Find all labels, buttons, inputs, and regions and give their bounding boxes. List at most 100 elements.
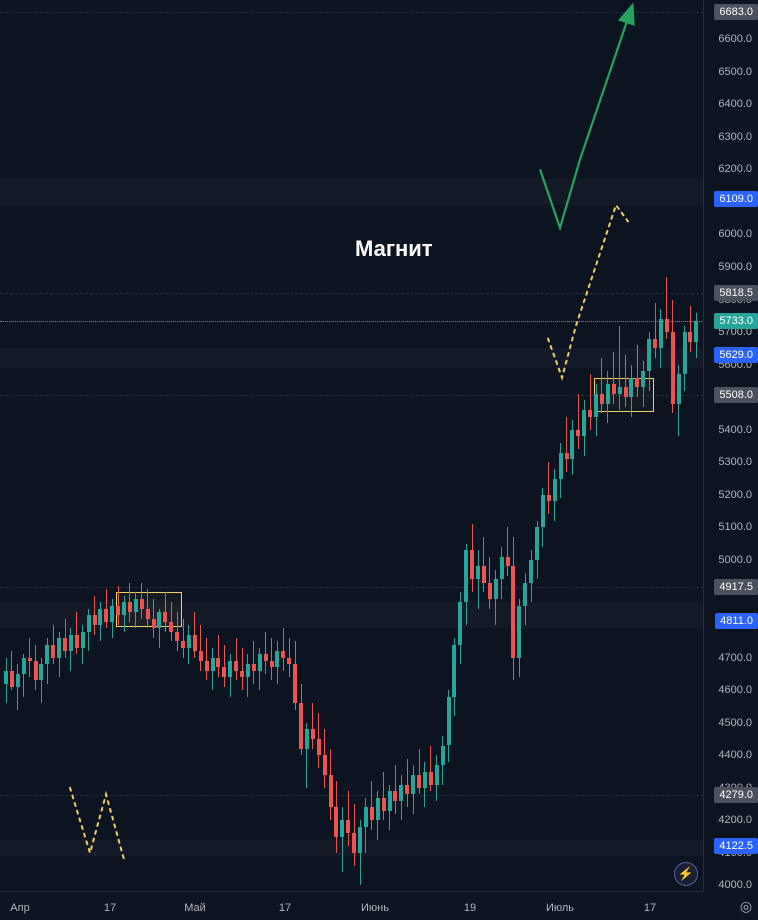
- candle-body: [187, 635, 191, 648]
- candle-body: [494, 579, 498, 599]
- candle-body: [205, 661, 209, 671]
- y-tick: 6600.0: [718, 33, 752, 45]
- candle-body: [482, 566, 486, 582]
- candle-body: [334, 807, 338, 836]
- y-tick: 6400.0: [718, 98, 752, 110]
- candle-body: [252, 664, 256, 671]
- candle-body: [665, 319, 669, 332]
- candle-body: [240, 671, 244, 678]
- candle-body: [635, 378, 639, 388]
- candle-body: [293, 664, 297, 703]
- chart-root: 4000.04100.04200.04300.04400.04500.04600…: [0, 0, 758, 920]
- candle-body: [488, 583, 492, 599]
- candle-body: [222, 667, 226, 677]
- candle-body: [305, 729, 309, 749]
- candle-body: [570, 430, 574, 459]
- candle-wick: [548, 462, 549, 514]
- candle-body: [45, 645, 49, 665]
- candle-body: [98, 609, 102, 625]
- candle-wick: [206, 638, 207, 680]
- candle-body: [370, 807, 374, 820]
- candle-wick: [348, 791, 349, 846]
- candle-wick: [655, 303, 656, 358]
- candle-body: [152, 619, 156, 629]
- candle-wick: [395, 765, 396, 814]
- candle-body: [193, 635, 197, 651]
- candle-body: [352, 833, 356, 853]
- candle-body: [547, 495, 551, 502]
- candle-wick: [200, 625, 201, 671]
- x-tick: Апр: [10, 902, 29, 914]
- candle-wick: [253, 641, 254, 683]
- goto-end-button[interactable]: ◎: [736, 896, 756, 916]
- candle-body: [323, 755, 327, 775]
- candle-body: [393, 791, 397, 801]
- candle-body: [81, 632, 85, 648]
- candle-body: [612, 384, 616, 394]
- price-label: 5508.0: [714, 387, 758, 403]
- candle-body: [317, 739, 321, 755]
- candle-body: [4, 671, 8, 684]
- candle-body: [535, 527, 539, 560]
- candle-body: [311, 729, 315, 739]
- candle-wick: [271, 638, 272, 680]
- candle-wick: [283, 628, 284, 670]
- candle-body: [511, 566, 515, 657]
- candle-body: [228, 661, 232, 677]
- candle-body: [388, 791, 392, 811]
- x-tick: Май: [184, 902, 206, 914]
- candle-body: [146, 609, 150, 619]
- candle-body: [417, 775, 421, 788]
- candle-wick: [407, 759, 408, 808]
- candle-wick: [590, 374, 591, 429]
- price-label: 6683.0: [714, 4, 758, 20]
- candle-body: [157, 612, 161, 628]
- candle-wick: [265, 632, 266, 674]
- y-tick: 4000.0: [718, 879, 752, 891]
- candle-body: [340, 820, 344, 836]
- candle-body: [441, 746, 445, 766]
- candle-wick: [690, 306, 691, 352]
- candle-body: [246, 664, 250, 677]
- candle-body: [258, 654, 262, 670]
- candle-body: [452, 645, 456, 697]
- y-tick: 4200.0: [718, 814, 752, 826]
- candle-wick: [578, 394, 579, 449]
- candle-body: [382, 798, 386, 811]
- x-axis[interactable]: Апр17Май17Июнь19Июль17: [0, 891, 704, 920]
- y-tick: 6200.0: [718, 163, 752, 175]
- y-tick: 6500.0: [718, 66, 752, 78]
- y-tick: 5100.0: [718, 521, 752, 533]
- candle-body: [435, 765, 439, 785]
- plot-area[interactable]: [0, 0, 704, 892]
- candle-body: [93, 615, 97, 625]
- candle-wick: [17, 664, 18, 710]
- chart-title: Магнит: [355, 236, 433, 262]
- candle-body: [281, 651, 285, 658]
- candle-wick: [76, 612, 77, 654]
- candle-body: [199, 651, 203, 661]
- candle-body: [671, 332, 675, 404]
- candle-wick: [566, 417, 567, 472]
- y-tick: 4500.0: [718, 717, 752, 729]
- candle-body: [641, 371, 645, 387]
- flash-button[interactable]: ⚡: [674, 862, 698, 886]
- candle-body: [34, 661, 38, 681]
- candle-body: [122, 602, 126, 615]
- x-tick: 17: [104, 902, 116, 914]
- candle-body: [134, 599, 138, 612]
- candle-wick: [507, 527, 508, 576]
- candle-body: [51, 645, 55, 658]
- x-tick: 19: [464, 902, 476, 914]
- candle-body: [264, 654, 268, 661]
- candle-body: [16, 674, 20, 687]
- price-label: 6109.0: [714, 191, 758, 207]
- candle-body: [517, 606, 521, 658]
- candle-wick: [619, 326, 620, 411]
- y-axis[interactable]: 4000.04100.04200.04300.04400.04500.04600…: [703, 0, 758, 892]
- candle-body: [576, 430, 580, 437]
- flash-icon: ⚡: [678, 866, 694, 882]
- hline: [0, 12, 704, 13]
- hline: [0, 293, 704, 294]
- candle-body: [28, 658, 32, 661]
